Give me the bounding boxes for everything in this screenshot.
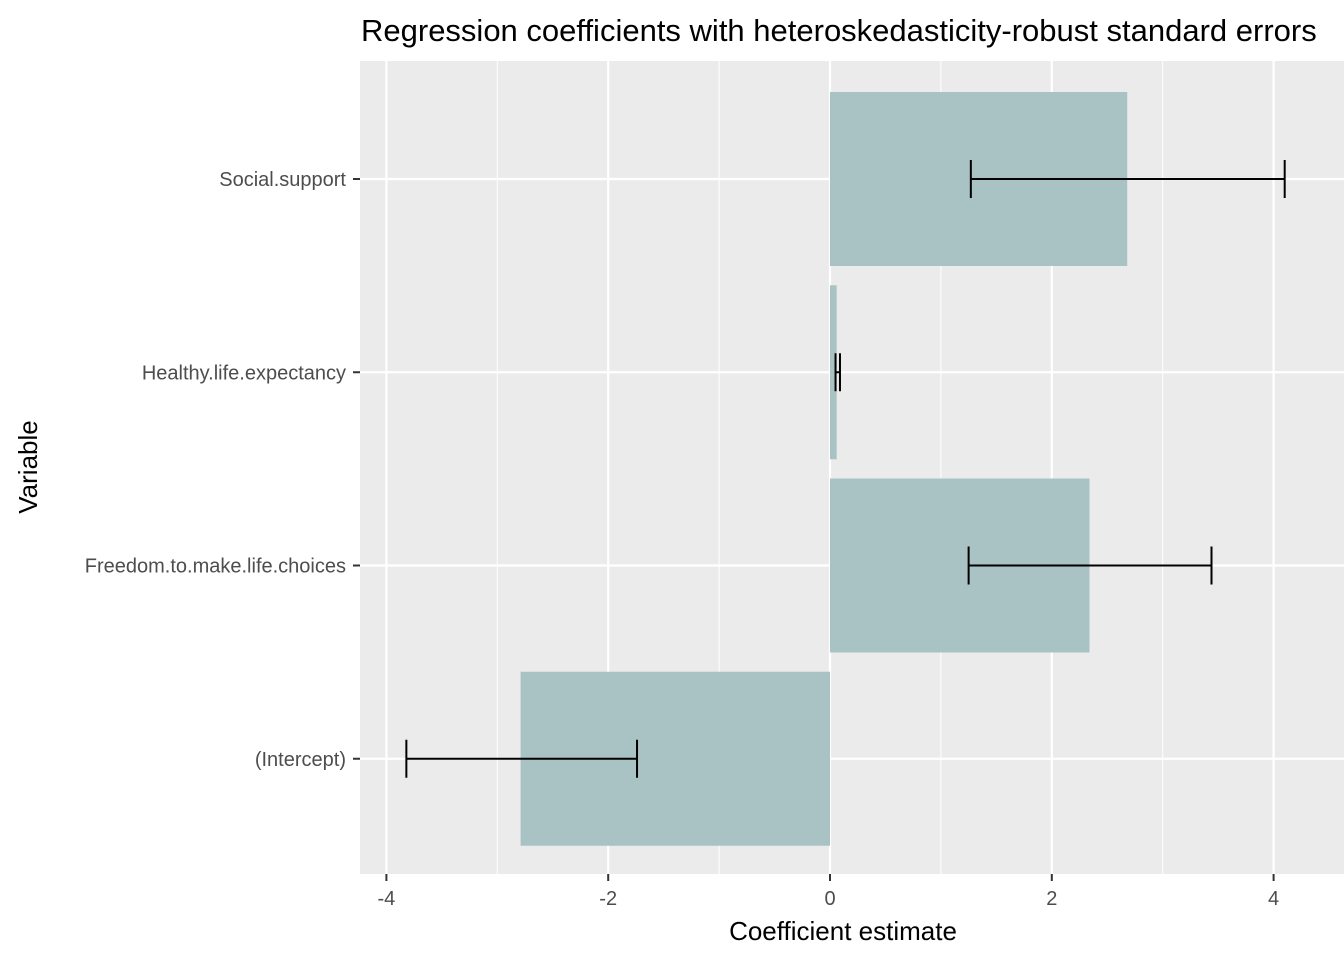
y-tick-label: (Intercept)	[255, 749, 346, 771]
x-tick-label: 2	[1046, 888, 1057, 910]
x-tick-label: 4	[1268, 888, 1279, 910]
x-tick-label: -4	[378, 888, 396, 910]
error-bar-(Intercept)	[405, 739, 639, 778]
x-tick-label: -2	[599, 888, 617, 910]
error-bar-Healthy.life.expectancy	[834, 353, 841, 392]
y-tick-label: Healthy.life.expectancy	[142, 362, 346, 384]
y-axis-title: Variable	[13, 420, 43, 513]
y-tick-label: Social.support	[219, 169, 346, 191]
error-bar-Freedom.to.make.life.choices	[967, 546, 1213, 585]
x-tick-label: 0	[824, 888, 835, 910]
error-bar-Social.support	[969, 160, 1286, 198]
y-axis: Social.support Healthy.life.expectancy Fre…	[85, 169, 360, 771]
bar-Healthy.life.expectancy	[830, 285, 837, 460]
x-axis: -4 -2 0 2 4	[378, 874, 1279, 910]
y-tick-label: Freedom.to.make.life.choices	[85, 556, 346, 578]
x-axis-title: Coefficient estimate	[729, 916, 957, 946]
chart-title: Regression coefficients with heteroskeda…	[361, 13, 1317, 48]
error-bars	[405, 160, 1286, 778]
